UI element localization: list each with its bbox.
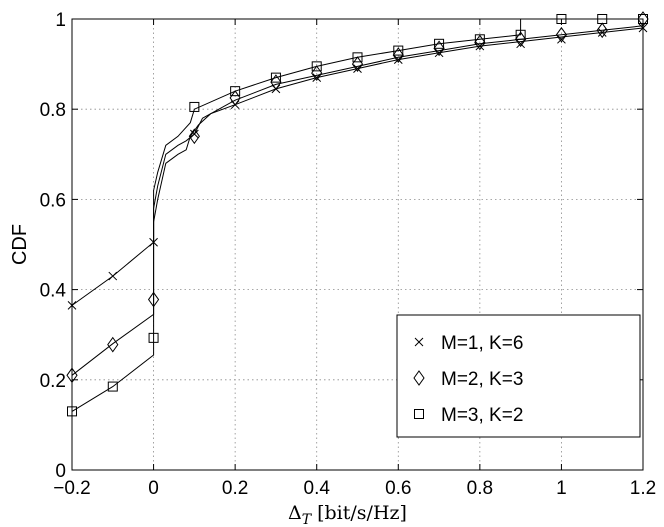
x-label-symbol: Δ [288, 502, 302, 524]
marker-x [108, 271, 118, 281]
marker-diamond [515, 31, 527, 48]
marker-square [230, 86, 241, 97]
x-label-subscript: T [302, 512, 313, 527]
legend-box [396, 314, 641, 438]
ticks: −0.2 0 0.2 0.4 0.6 0.8 1 1.200.20.40.60.81 [40, 10, 657, 499]
marker-square [414, 409, 424, 419]
series-layer [66, 11, 649, 417]
marker-diamond [413, 370, 425, 386]
marker-diamond [270, 74, 282, 91]
marker-square [311, 61, 322, 72]
marker-x [557, 34, 566, 44]
marker-x [516, 39, 525, 49]
y-tick-label: 0.2 [40, 371, 66, 392]
x-tick-label: 1 [556, 478, 567, 499]
marker-square [515, 29, 526, 40]
x-tick-label: 0 [148, 478, 159, 499]
marker-x [414, 337, 424, 347]
marker-diamond [433, 40, 445, 57]
legend-entry-label: M=1, K=6 [441, 333, 523, 354]
marker-diamond [392, 47, 404, 63]
marker-square [148, 332, 159, 343]
series-line [71, 25, 644, 376]
y-tick-label: 1 [55, 10, 66, 31]
x-tick-label: 0.2 [222, 478, 248, 499]
marker-square [189, 101, 200, 112]
y-tick-label: 0.8 [40, 100, 66, 121]
x-tick-label: 0.8 [467, 478, 493, 499]
marker-square [352, 52, 363, 63]
series-line [71, 27, 644, 306]
series-line [71, 18, 643, 412]
x-axis-label: ΔT [bit/s/Hz] [288, 502, 407, 527]
y-tick-label: 0 [55, 461, 66, 482]
marker-diamond [555, 26, 568, 43]
marker-diamond [107, 336, 119, 353]
y-tick-label: 0.4 [40, 281, 67, 302]
plot-frame [71, 18, 644, 471]
y-axis-label: CDF [9, 224, 31, 265]
marker-diamond [596, 22, 608, 39]
x-tick-label: 0.4 [304, 478, 331, 499]
x-tick-label: −0.2 [53, 478, 91, 499]
x-tick-label: 0.6 [385, 478, 411, 499]
marker-diamond [188, 128, 200, 145]
x-tick-label: 1.2 [630, 478, 656, 499]
y-tick-label: 0.6 [40, 190, 66, 211]
legend-entry-label: M=2, K=3 [441, 369, 523, 390]
marker-square [107, 381, 118, 392]
marker-square [474, 34, 485, 45]
legend: M=1, K=6 M=2, K=3 M=3, K=2 [396, 314, 641, 438]
marker-square [393, 45, 404, 56]
x-label-unit: [bit/s/Hz] [317, 502, 407, 524]
legend-entry-label: M=3, K=2 [441, 405, 523, 426]
marker-square [434, 38, 445, 49]
marker-square [270, 72, 281, 83]
